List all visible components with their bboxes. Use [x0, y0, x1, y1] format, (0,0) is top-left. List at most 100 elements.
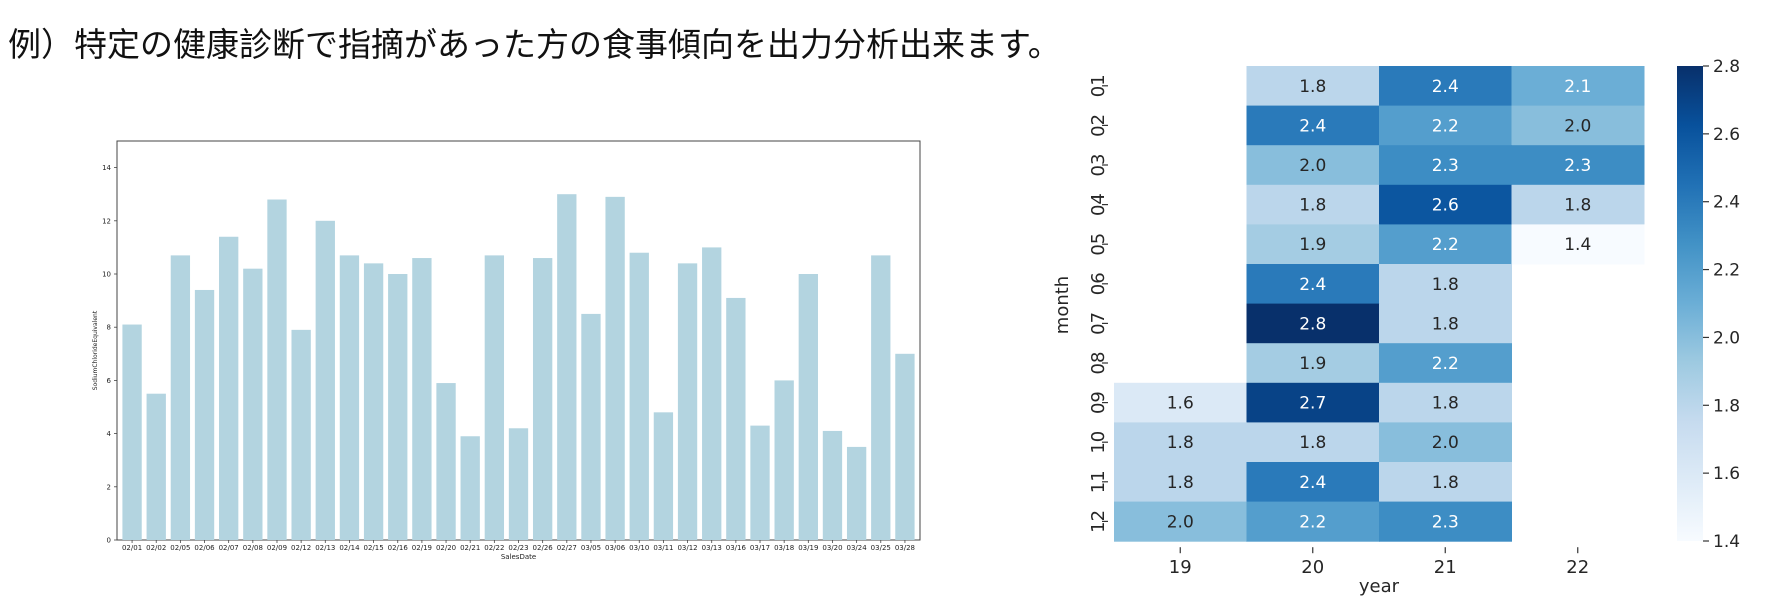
y-axis-label: month — [1052, 276, 1073, 334]
heatmap-cell — [1379, 501, 1512, 542]
heatmap-cell-label: 1.9 — [1299, 235, 1326, 255]
heatmap-cell-label: 2.2 — [1432, 235, 1459, 255]
y-tick-label: 07 — [1088, 312, 1109, 335]
x-tick-label: 03/20 — [822, 544, 842, 552]
x-tick-label: 02/21 — [460, 544, 480, 552]
y-tick-label: 12 — [102, 217, 111, 225]
bar — [822, 430, 843, 540]
heatmap-cell — [1379, 66, 1512, 107]
heatmap-cell — [1114, 462, 1247, 503]
heatmap-cell — [1114, 422, 1247, 463]
heatmap-cell-label: 2.2 — [1432, 116, 1459, 136]
colorbar-tick-label: 2.8 — [1713, 57, 1740, 77]
y-tick-label: 2 — [107, 483, 111, 491]
x-tick-label: 03/17 — [750, 544, 770, 552]
heatmap-cell-label: 2.8 — [1299, 314, 1326, 334]
heatmap-cell-label: 2.3 — [1564, 156, 1591, 176]
heatmap-cell — [1246, 264, 1380, 305]
y-axis-label: SodiumChlorideEquivalent — [92, 310, 99, 390]
heatmap-cell — [1379, 264, 1512, 305]
heatmap-cell-label: 1.8 — [1167, 473, 1194, 493]
bar — [846, 446, 867, 540]
bar — [629, 252, 649, 540]
y-tick-label: 0 — [107, 537, 111, 545]
x-tick-label: 02/09 — [267, 544, 287, 552]
heatmap-cell-label: 2.2 — [1299, 512, 1326, 532]
heatmap-cell-label: 2.0 — [1167, 512, 1194, 532]
heatmap-cell-label: 1.8 — [1432, 394, 1459, 414]
bar — [653, 412, 674, 540]
heatmap-cell — [1246, 462, 1380, 503]
y-tick-label: 11 — [1088, 470, 1109, 493]
heatmap-cell — [1246, 343, 1380, 384]
heatmap-cell-label: 1.6 — [1167, 394, 1194, 414]
y-tick-label: 09 — [1088, 391, 1109, 414]
heatmap-cell — [1379, 184, 1512, 225]
bar — [581, 313, 601, 540]
bar — [532, 258, 553, 540]
heatmap-cell-label: 1.4 — [1564, 235, 1591, 255]
bar — [774, 380, 794, 540]
x-tick-label: 03/06 — [605, 544, 626, 552]
x-tick-label: 21 — [1434, 557, 1457, 578]
x-tick-label: 20 — [1301, 557, 1324, 578]
heatmap-cell-label: 1.8 — [1564, 196, 1591, 216]
colorbar-tick-label: 2.0 — [1713, 328, 1740, 348]
x-tick-label: 02/06 — [194, 544, 215, 552]
heatmap-cell — [1114, 501, 1247, 542]
bar — [363, 263, 384, 540]
x-tick-label: 02/13 — [315, 544, 335, 552]
y-tick-label: 10 — [1088, 431, 1109, 454]
bar — [677, 263, 698, 540]
x-tick-label: 02/05 — [170, 544, 190, 552]
heatmap-cell — [1246, 224, 1380, 265]
heatmap-cell-label: 2.4 — [1299, 275, 1326, 295]
x-tick-label: 02/02 — [146, 544, 166, 552]
x-tick-label: 03/13 — [702, 544, 722, 552]
heatmap-cell-label: 1.9 — [1299, 354, 1326, 374]
heatmap-cell-label: 1.8 — [1167, 433, 1194, 453]
heatmap-cell-label: 2.4 — [1299, 116, 1326, 136]
y-tick-label: 4 — [107, 430, 112, 438]
heatmap-cell — [1379, 343, 1512, 384]
y-tick-label: 14 — [102, 164, 111, 172]
bar — [484, 255, 505, 540]
x-tick-label: 03/11 — [653, 544, 673, 552]
x-tick-label: 02/07 — [219, 544, 239, 552]
colorbar-tick-label: 2.2 — [1713, 261, 1740, 281]
bar — [219, 236, 239, 540]
bar — [412, 258, 432, 540]
x-tick-label: 02/27 — [557, 544, 577, 552]
x-tick-label: 03/19 — [798, 544, 818, 552]
heatmap-cell — [1246, 105, 1380, 146]
heatmap-cell-label: 2.3 — [1432, 156, 1459, 176]
y-tick-label: 6 — [107, 377, 112, 385]
heatmap-cell — [1379, 422, 1512, 463]
y-tick-label: 02 — [1088, 114, 1109, 137]
heatmap-cell-label: 2.0 — [1432, 433, 1459, 453]
heatmap-cell-label: 1.8 — [1432, 314, 1459, 334]
heatmap-cell — [1379, 303, 1512, 344]
heatmap-cell — [1246, 303, 1380, 344]
x-axis-label: year — [1359, 576, 1400, 597]
heatmap-cell — [1511, 145, 1645, 186]
bar — [388, 274, 408, 540]
colorbar-tick-label: 1.4 — [1713, 532, 1740, 552]
heatmap-cell — [1379, 382, 1512, 423]
heatmap-cell — [1246, 66, 1380, 107]
heatmap-cell — [1511, 105, 1645, 146]
bar — [122, 324, 142, 540]
heatmap-cell-label: 1.8 — [1299, 196, 1326, 216]
bar — [702, 247, 722, 540]
x-tick-label: 02/15 — [363, 544, 383, 552]
x-tick-label: 02/12 — [291, 544, 311, 552]
heatmap-cell-label: 1.8 — [1299, 433, 1326, 453]
heatmap-cell — [1114, 382, 1247, 423]
bar — [798, 274, 818, 540]
heatmap-cell — [1246, 501, 1380, 542]
x-tick-label: 02/01 — [122, 544, 142, 552]
y-tick-label: 08 — [1088, 352, 1109, 375]
x-tick-label: 02/23 — [508, 544, 528, 552]
